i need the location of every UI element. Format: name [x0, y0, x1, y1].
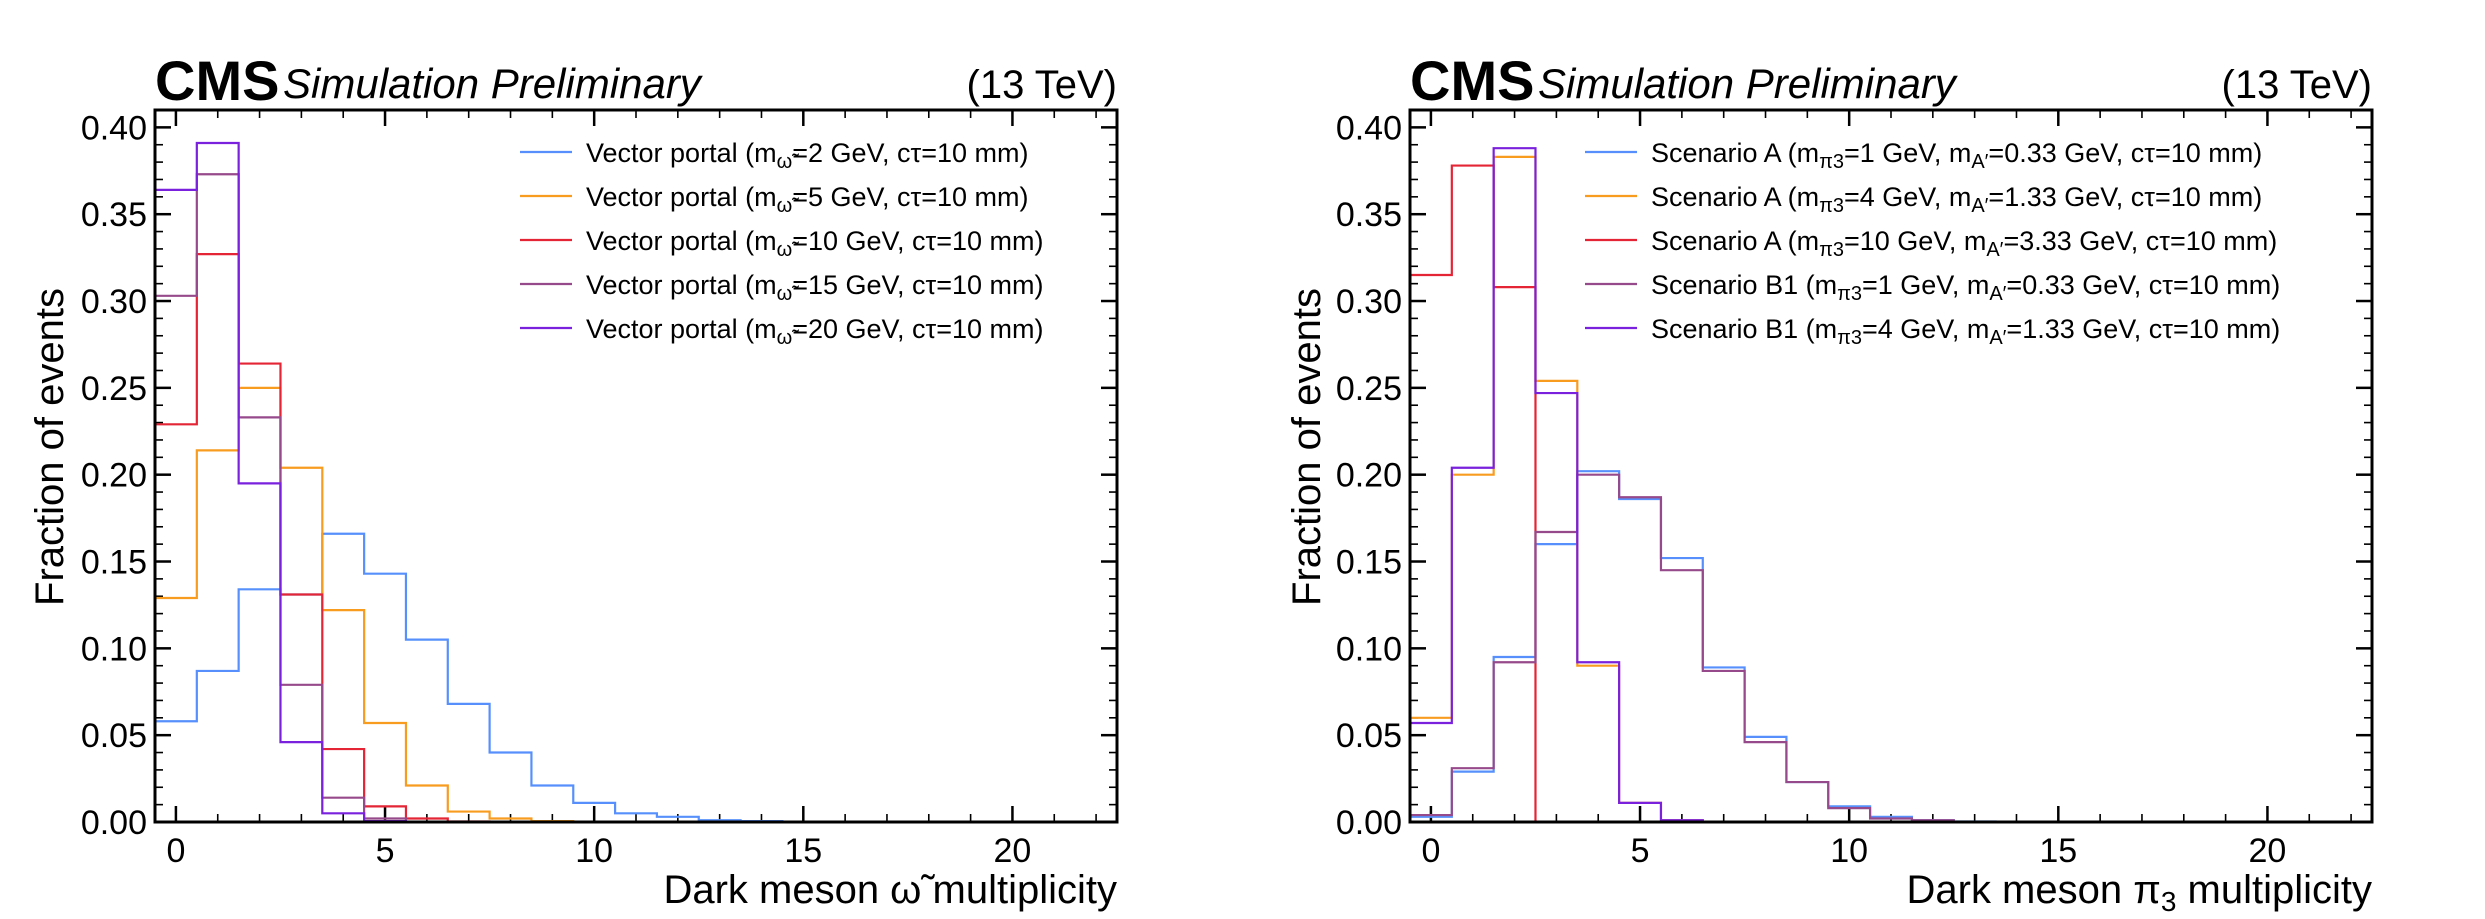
y-tick-label: 0.00	[1336, 804, 1402, 842]
cms-label: CMS	[155, 49, 279, 112]
legend-entry: Vector portal (mω̃=10 GeV, cτ=10 mm)	[586, 226, 1044, 261]
y-axis-title: Fraction of events	[1285, 288, 1329, 606]
simulation-preliminary-label: Simulation Preliminary	[283, 60, 704, 107]
legend-right: Scenario A (mπ3=1 GeV, mA′=0.33 GeV, cτ=…	[1585, 138, 2280, 349]
y-tick-label: 0.35	[1336, 196, 1402, 234]
histogram-series-4	[1410, 473, 1997, 823]
legend-entry: Vector portal (mω̃=2 GeV, cτ=10 mm)	[586, 138, 1028, 173]
histogram-series-5	[1410, 147, 1704, 822]
x-tick-label: 15	[784, 832, 822, 870]
legend-entry: Scenario A (mπ3=4 GeV, mA′=1.33 GeV, cτ=…	[1651, 182, 2262, 217]
y-tick-label: 0.30	[81, 283, 147, 321]
x-tick-label: 10	[1830, 832, 1868, 870]
x-tick-label: 0	[166, 832, 185, 870]
y-tick-label: 0.00	[81, 804, 147, 842]
x-tick-label: 20	[994, 832, 1032, 870]
legend-entry: Scenario B1 (mπ3=4 GeV, mA′=1.33 GeV, cτ…	[1651, 314, 2280, 349]
histogram-series-4	[155, 173, 449, 823]
histogram-series-5	[155, 141, 408, 823]
x-tick-label: 15	[2039, 832, 2077, 870]
legend-entry: Vector portal (mω̃=5 GeV, cτ=10 mm)	[586, 182, 1028, 217]
left-chart-panel: CMS Simulation Preliminary (13 TeV) Dark…	[28, 49, 1119, 912]
y-tick-label: 0.30	[1336, 283, 1402, 321]
y-tick-label: 0.40	[81, 109, 147, 147]
right-chart-panel: CMS Simulation Preliminary (13 TeV) Dark…	[1285, 49, 2374, 917]
y-tick-label: 0.20	[81, 457, 147, 495]
cms-label: CMS	[1410, 49, 1534, 112]
x-axis-title: Dark meson π3 multiplicity	[1906, 868, 2372, 917]
histogram-series-2	[1410, 155, 1704, 822]
x-tick-label: 0	[1421, 832, 1440, 870]
y-axis-title: Fraction of events	[28, 288, 72, 606]
axes-left: 0 5 10 15 20 0.00 0.05 0.10 0.15 0.20 0.25 0.30 0.35…	[81, 109, 1117, 870]
energy-label: (13 TeV)	[967, 63, 1117, 107]
plot-frame-right	[1408, 108, 2374, 824]
simulation-preliminary-label: Simulation Preliminary	[1538, 60, 1959, 107]
histogram-series-1	[155, 532, 826, 823]
legend-entry: Scenario B1 (mπ3=1 GeV, mA′=0.33 GeV, cτ…	[1651, 270, 2280, 305]
y-tick-label: 0.15	[1336, 544, 1402, 582]
x-tick-label: 10	[575, 832, 613, 870]
y-tick-label: 0.40	[1336, 109, 1402, 147]
y-tick-label: 0.25	[81, 370, 147, 408]
y-tick-label: 0.10	[81, 630, 147, 668]
legend-entry: Scenario A (mπ3=1 GeV, mA′=0.33 GeV, cτ=…	[1651, 138, 2262, 173]
legend-entry: Scenario A (mπ3=10 GeV, mA′=3.33 GeV, cτ…	[1651, 226, 2277, 261]
x-tick-label: 20	[2249, 832, 2287, 870]
axes-right: 0 5 10 15 20 0.00 0.05 0.10 0.15 0.20 0.25 0.30 0.35…	[1336, 109, 2372, 870]
plot-frame-left	[153, 108, 1119, 824]
y-tick-label: 0.15	[81, 544, 147, 582]
x-tick-label: 5	[376, 832, 395, 870]
x-axis-title: Dark meson ω̃ multiplicity	[663, 868, 1117, 912]
y-tick-label: 0.20	[1336, 457, 1402, 495]
legend-entry: Vector portal (mω̃=20 GeV, cτ=10 mm)	[586, 314, 1044, 349]
legend-left: Vector portal (mω̃=2 GeV, cτ=10 mm) Vecto…	[520, 138, 1044, 349]
y-tick-label: 0.10	[1336, 630, 1402, 668]
energy-label: (13 TeV)	[2222, 63, 2372, 107]
y-tick-label: 0.25	[1336, 370, 1402, 408]
y-tick-label: 0.05	[1336, 717, 1402, 755]
x-tick-label: 5	[1631, 832, 1650, 870]
y-tick-label: 0.35	[81, 196, 147, 234]
histogram-series-right	[1410, 147, 1997, 823]
y-tick-label: 0.05	[81, 717, 147, 755]
legend-entry: Vector portal (mω̃=15 GeV, cτ=10 mm)	[586, 270, 1044, 305]
